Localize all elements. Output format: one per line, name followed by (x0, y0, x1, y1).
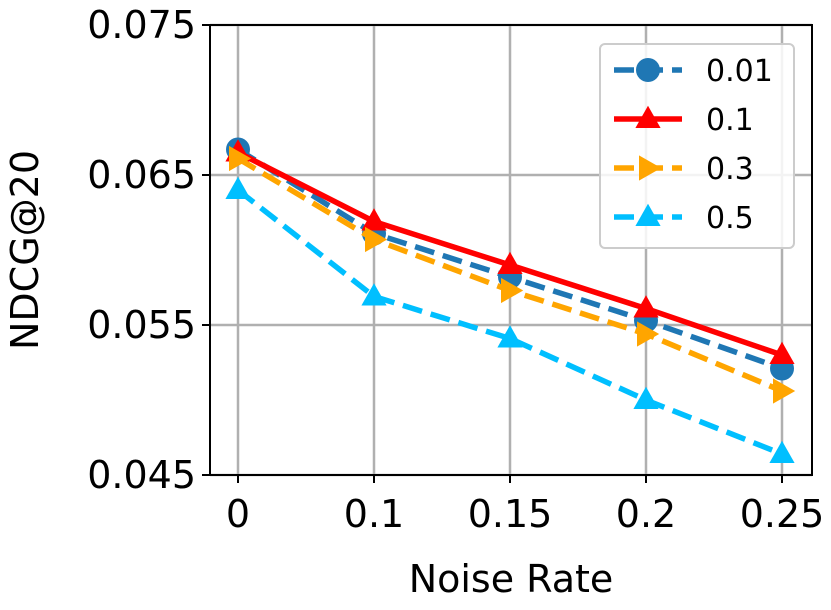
x-axis-label: Noise Rate (409, 557, 614, 601)
legend-marker (635, 105, 661, 128)
y-axis-label: NDCG@20 (3, 150, 47, 350)
legend-marker (639, 155, 662, 181)
legend-entry: 0.5 (614, 201, 754, 236)
data-point (633, 386, 659, 409)
data-point (773, 378, 796, 404)
data-point (501, 277, 524, 304)
axis-ticks: 0 0.1 0.15 0.2 0.25 0.045 0.055 0.065 0.075 (87, 3, 824, 536)
legend-box (599, 43, 795, 249)
x-tick-label: 0.1 (344, 492, 404, 536)
data-point (225, 176, 251, 199)
data-point (637, 321, 660, 347)
series-0.5 (225, 176, 795, 463)
data-point (497, 325, 523, 348)
x-tick-label: 0.15 (468, 492, 553, 536)
data-point (769, 341, 795, 364)
x-tick-label: 0 (226, 492, 250, 536)
legend-entry: 0.01 (614, 54, 773, 89)
legend-entry: 0.1 (614, 103, 754, 138)
data-point (497, 251, 523, 274)
y-tick-label: 0.075 (87, 3, 196, 47)
legend-label: 0.5 (706, 201, 754, 236)
y-tick-label: 0.055 (87, 303, 196, 347)
legend-label: 0.01 (706, 54, 773, 89)
legend: 0.01 0.1 0.3 0.5 (599, 43, 795, 249)
legend-label: 0.3 (706, 152, 754, 187)
legend-marker (635, 203, 661, 226)
legend-entry: 0.3 (614, 152, 754, 187)
data-point (769, 440, 795, 463)
data-point (361, 208, 387, 231)
data-point (229, 145, 252, 172)
plot-series (225, 137, 796, 463)
legend-marker (636, 58, 660, 82)
x-tick-label: 0.25 (740, 492, 825, 536)
legend-label: 0.1 (706, 103, 754, 138)
y-tick-label: 0.045 (87, 453, 196, 497)
y-tick-label: 0.065 (87, 153, 196, 197)
x-tick-label: 0.2 (616, 492, 676, 536)
data-point (633, 295, 659, 318)
data-point (365, 226, 388, 253)
series-0.3 (229, 145, 796, 404)
data-point (361, 283, 387, 306)
